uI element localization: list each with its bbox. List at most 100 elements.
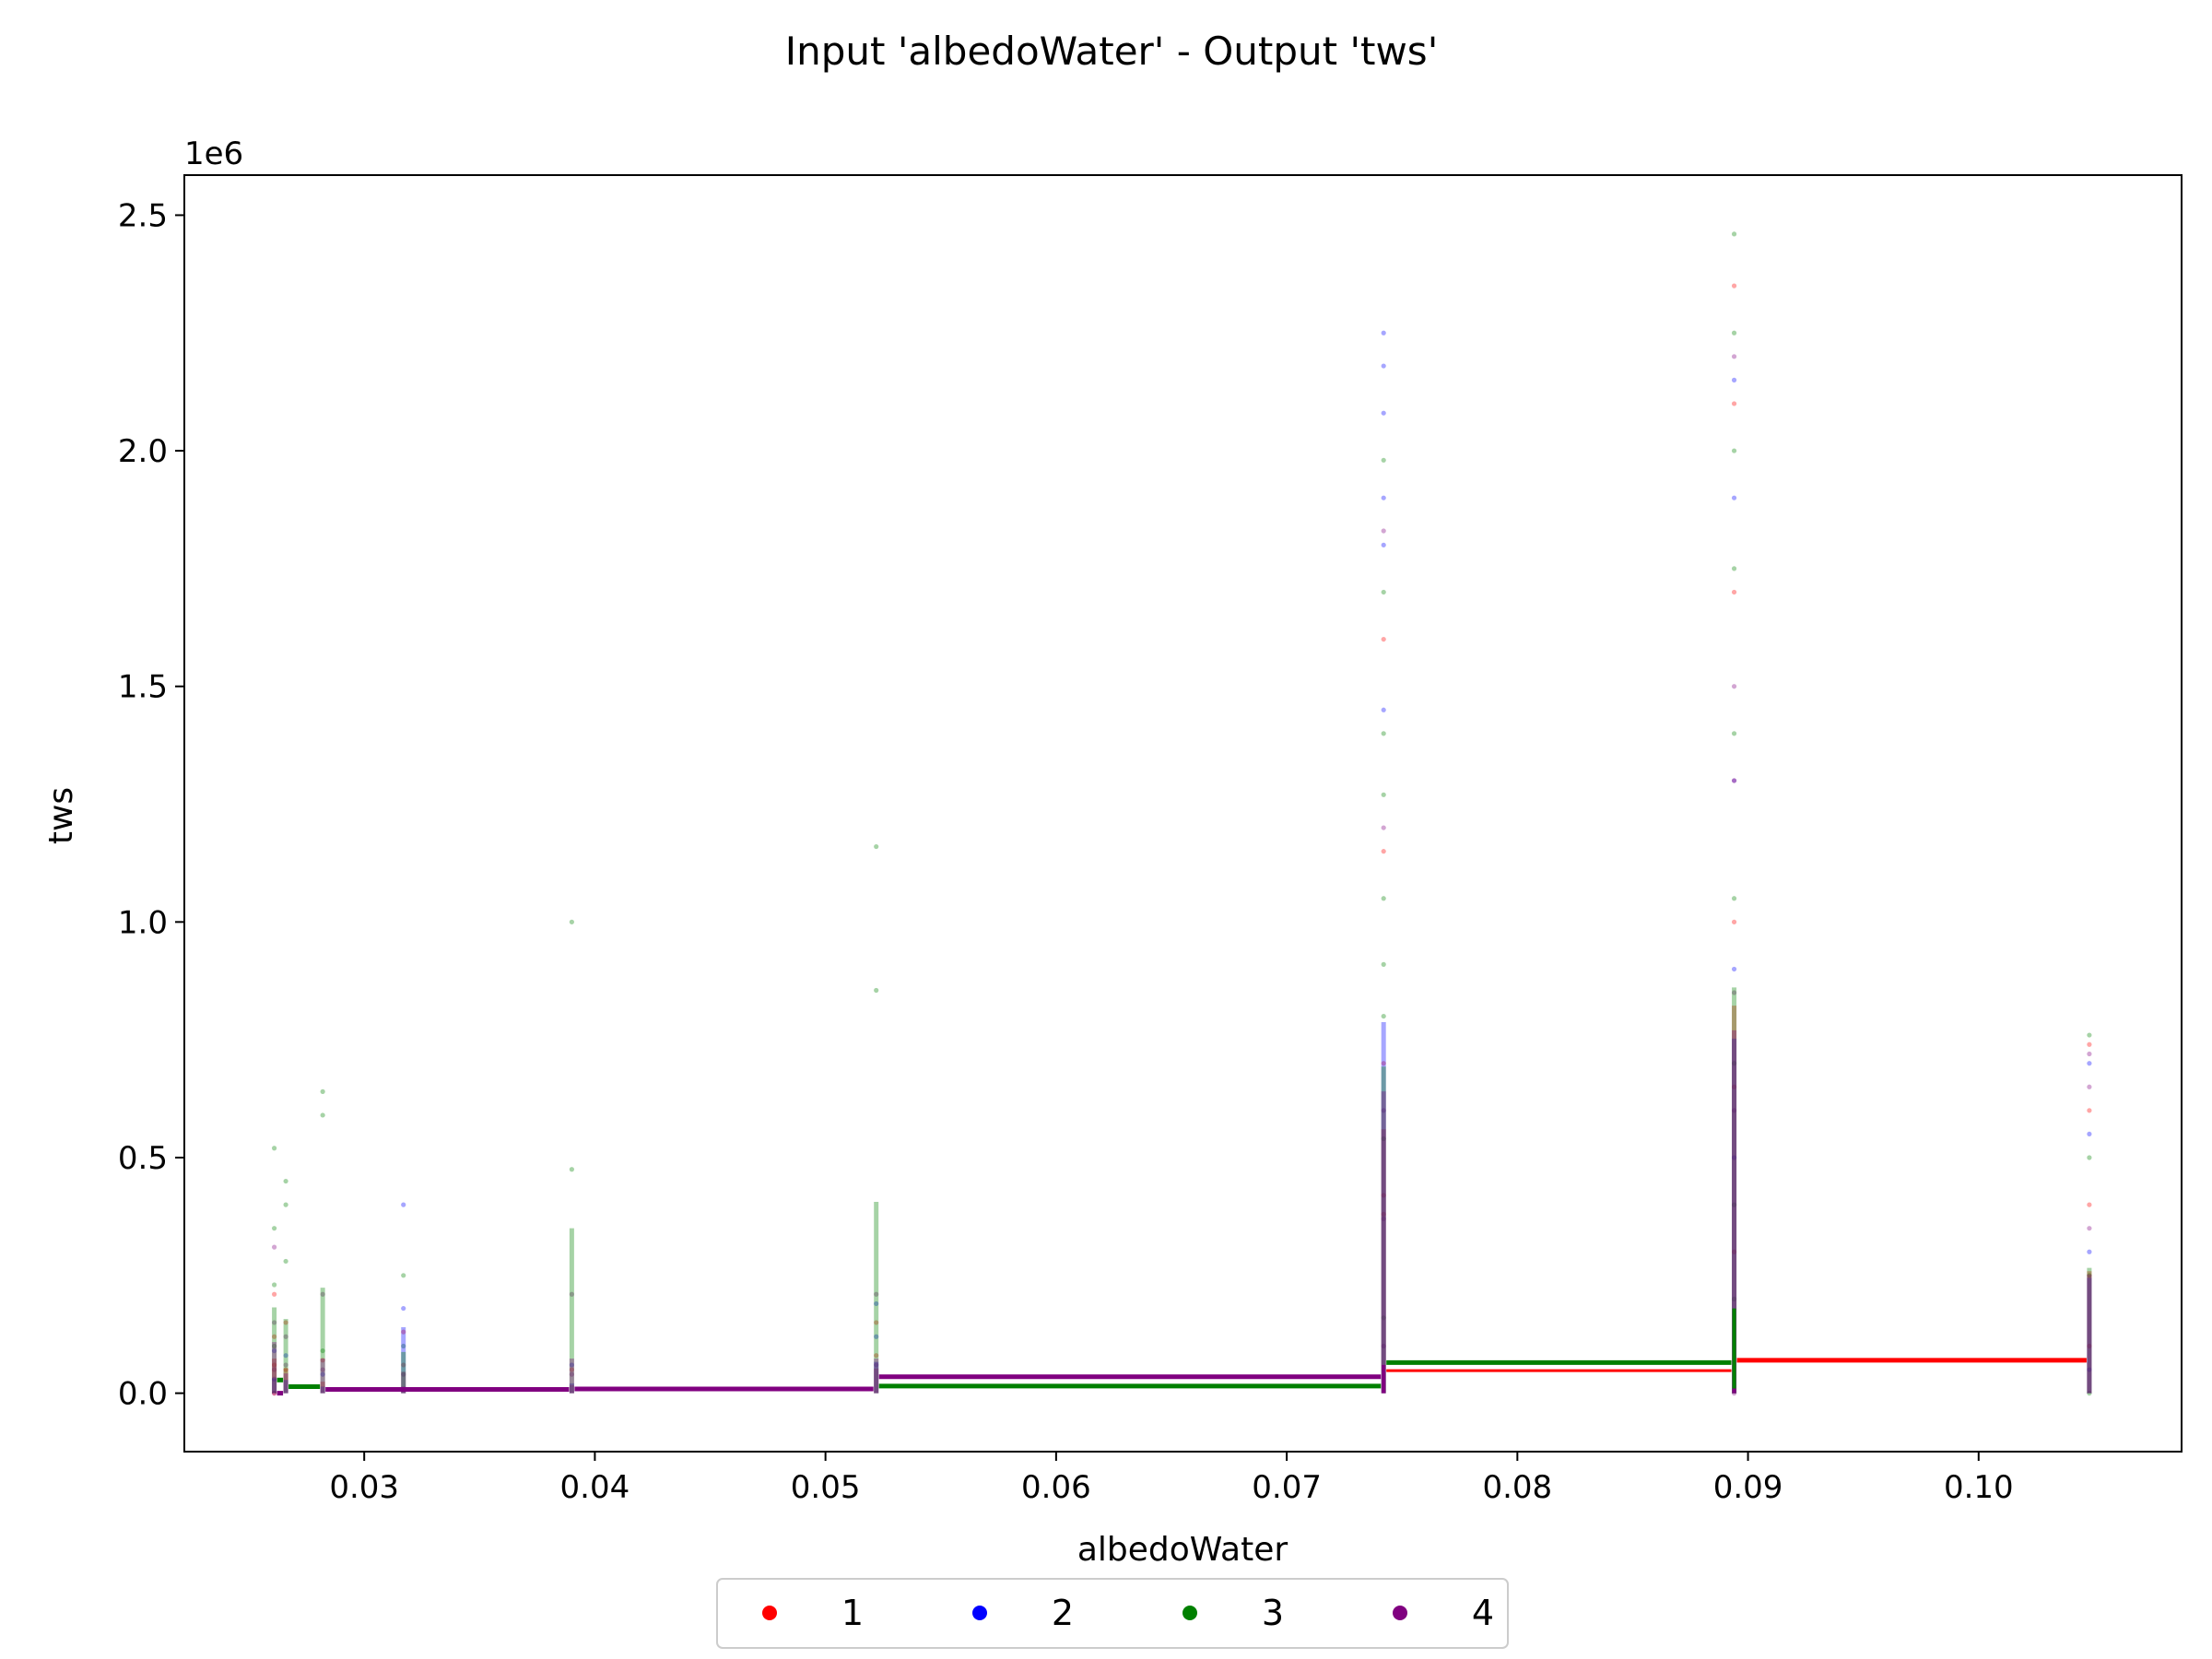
legend-marker-4 xyxy=(1393,1606,1407,1620)
legend-frame xyxy=(716,1578,1509,1649)
y-tick-label-5: 2.5 xyxy=(118,197,168,234)
y-axis-ticks: 0.0 0.5 1.0 1.5 2.0 2.5 xyxy=(118,197,184,1413)
point-series-2-15 xyxy=(1731,1155,1737,1160)
point-series-3-21 xyxy=(1381,961,1386,967)
legend-label-4: 4 xyxy=(1472,1593,1494,1633)
point-series-2-8 xyxy=(874,1334,879,1339)
x-tick-label-1: 0.04 xyxy=(560,1469,630,1506)
point-series-2-4 xyxy=(401,1202,406,1207)
point-series-3-20 xyxy=(1381,896,1386,901)
point-series-1-1 xyxy=(271,1362,277,1368)
point-series-3-36 xyxy=(2087,1155,2092,1160)
y-tick-label-2: 1.0 xyxy=(118,904,168,941)
legend-marker-1 xyxy=(762,1606,777,1620)
point-series-3-32 xyxy=(1731,1202,1737,1207)
point-series-2-5 xyxy=(401,1305,406,1312)
point-series-2-20 xyxy=(2087,1367,2092,1372)
point-series-3-31 xyxy=(1731,1061,1737,1066)
point-series-2-0 xyxy=(271,1376,277,1382)
point-series-4-17 xyxy=(1381,1343,1386,1349)
y-tick-label-3: 1.5 xyxy=(118,669,168,706)
point-series-4-14 xyxy=(1381,1108,1386,1113)
point-series-3-14 xyxy=(874,843,879,850)
point-series-2-21 xyxy=(2087,1249,2092,1254)
x-axis-label: albedoWater xyxy=(1077,1531,1288,1569)
point-series-1-0 xyxy=(271,1391,277,1396)
point-series-3-8 xyxy=(320,1112,325,1118)
point-series-3-3 xyxy=(271,1343,277,1349)
point-series-3-34 xyxy=(2087,1391,2092,1396)
point-series-4-8 xyxy=(401,1371,406,1377)
point-series-3-5 xyxy=(283,1202,288,1207)
point-series-3-22 xyxy=(1381,1013,1386,1019)
point-series-2-7 xyxy=(874,1300,879,1307)
y-tick-label-1: 0.5 xyxy=(118,1140,168,1177)
point-series-2-14 xyxy=(1381,542,1386,547)
point-series-1-22 xyxy=(1731,401,1737,406)
x-tick-label-3: 0.06 xyxy=(1021,1469,1091,1506)
point-series-1-15 xyxy=(1381,849,1386,854)
legend-label-3: 3 xyxy=(1262,1593,1284,1633)
point-series-4-12 xyxy=(874,1362,879,1368)
x-tick-label-6: 0.09 xyxy=(1713,1469,1783,1506)
point-series-1-20 xyxy=(1731,778,1737,783)
point-series-4-21 xyxy=(1731,684,1737,689)
point-series-4-7 xyxy=(320,1367,325,1372)
point-series-3-13 xyxy=(569,1167,574,1172)
y-tick-label-0: 0.0 xyxy=(118,1376,168,1413)
point-series-1-27 xyxy=(2087,1041,2092,1047)
point-series-4-2 xyxy=(271,1320,277,1325)
point-series-2-23 xyxy=(2087,1061,2092,1066)
point-series-4-1 xyxy=(271,1367,277,1372)
point-series-3-0 xyxy=(271,1146,277,1151)
point-series-2-2 xyxy=(283,1353,288,1359)
point-series-3-4 xyxy=(283,1178,288,1184)
y-axis-label: tws xyxy=(42,787,80,844)
point-series-4-5 xyxy=(283,1334,288,1339)
x-tick-label-2: 0.05 xyxy=(791,1469,861,1506)
point-series-1-25 xyxy=(2087,1202,2092,1207)
point-series-2-19 xyxy=(1731,377,1737,382)
point-series-4-23 xyxy=(2087,1226,2092,1231)
point-series-1-21 xyxy=(1731,589,1737,595)
point-series-2-3 xyxy=(320,1371,325,1377)
point-series-1-5 xyxy=(283,1320,288,1325)
point-series-1-8 xyxy=(401,1329,406,1335)
legend-label-2: 2 xyxy=(1052,1593,1074,1633)
axes-frame xyxy=(183,174,2183,1453)
point-series-4-13 xyxy=(1381,1216,1386,1222)
legend: 1 2 3 4 xyxy=(716,1578,1509,1649)
point-series-1-13 xyxy=(1381,1193,1386,1198)
point-series-3-23 xyxy=(1381,1135,1386,1142)
point-series-3-29 xyxy=(1731,731,1737,736)
point-series-3-12 xyxy=(569,919,574,924)
point-series-4-25 xyxy=(2087,1051,2092,1057)
series-3-points xyxy=(271,231,2092,1396)
chart-title: Input 'albedoWater' - Output 'tws' xyxy=(785,29,1439,74)
point-series-4-24 xyxy=(2087,1084,2092,1089)
point-series-2-18 xyxy=(1731,495,1737,500)
point-series-3-37 xyxy=(2087,1032,2092,1038)
point-series-3-28 xyxy=(1731,566,1737,571)
point-series-4-19 xyxy=(1731,1108,1737,1113)
point-series-2-9 xyxy=(1381,495,1386,500)
point-series-1-7 xyxy=(401,1362,406,1368)
point-series-4-0 xyxy=(271,1391,277,1396)
point-series-2-12 xyxy=(1381,330,1386,335)
point-series-4-16 xyxy=(1381,528,1386,534)
point-series-2-16 xyxy=(1731,966,1737,972)
point-series-3-24 xyxy=(1381,1315,1386,1321)
point-series-3-25 xyxy=(1731,231,1737,237)
point-series-1-16 xyxy=(1381,636,1386,642)
point-series-2-11 xyxy=(1381,363,1386,369)
point-series-2-6 xyxy=(569,1362,574,1368)
point-series-3-11 xyxy=(401,1343,406,1349)
point-series-3-6 xyxy=(283,1258,288,1265)
point-series-4-11 xyxy=(874,1291,879,1297)
point-series-2-17 xyxy=(1731,778,1737,783)
point-series-4-20 xyxy=(1731,990,1737,995)
point-series-4-4 xyxy=(283,1362,288,1368)
y-offset-text: 1e6 xyxy=(184,135,243,172)
